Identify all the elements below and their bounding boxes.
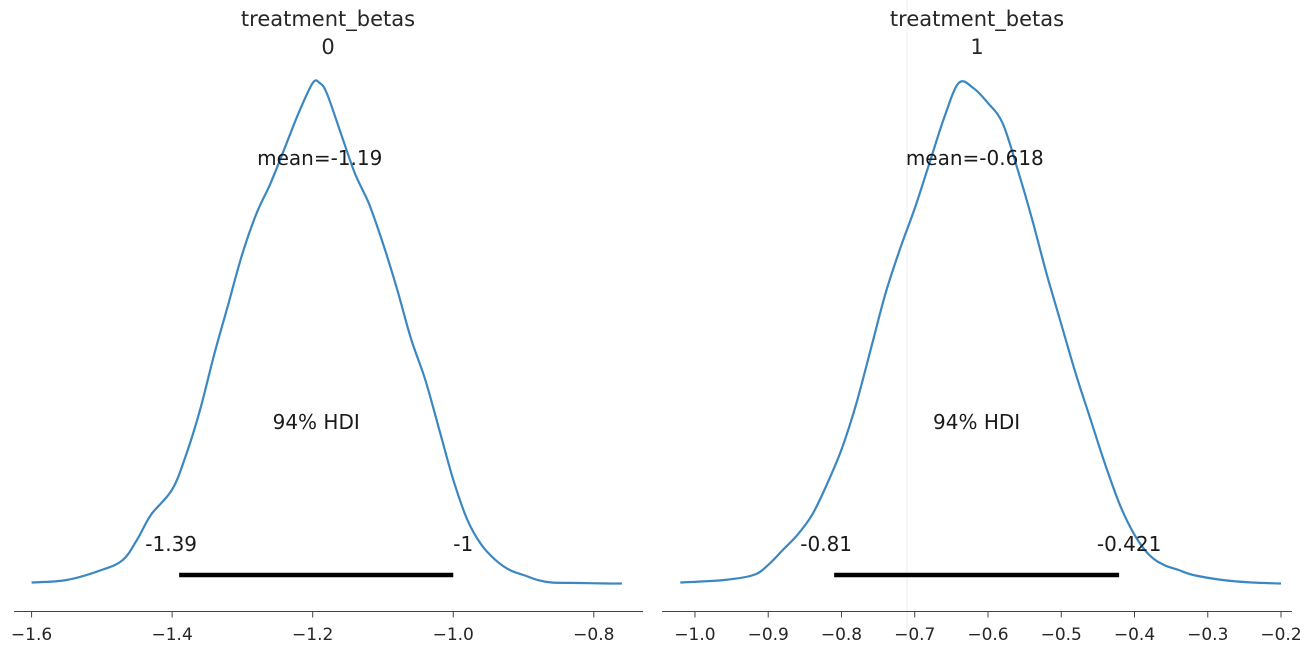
panel-0-hdi-low-label: -1.39 [145,532,197,556]
panel-treatment-betas-1: treatment_betas 1 mean=-0.618 94% HDI -0… [662,0,1302,645]
x-tick-label: −0.4 [1114,625,1155,645]
panel-0-density-curve [31,79,622,585]
panel-1-hdi-low-label: -0.81 [800,532,852,556]
x-tick-label: −0.3 [1187,625,1228,645]
x-tick-label: −0.2 [1260,625,1301,645]
x-tick-label: −1.2 [292,625,333,645]
x-tick-label: −0.5 [1041,625,1082,645]
panel-1-mean-label: mean=-0.618 [906,146,1044,170]
panel-1-title: treatment_betas [890,7,1064,32]
x-tick-label: −0.8 [821,625,862,645]
panel-treatment-betas-0: treatment_betas 0 mean=-1.19 94% HDI -1.… [11,7,643,645]
panel-1-density-curve [680,80,1282,585]
panel-0-title: treatment_betas [241,7,415,32]
x-tick-label: −1.0 [433,625,474,645]
x-tick-label: −0.6 [967,625,1008,645]
panel-0-subtitle: 0 [321,35,334,59]
panel-1-x-ticks: −1.0 −0.9 −0.8 −0.7 −0.6 −0.5 −0.4 −0.3 −0.2 [674,611,1302,645]
x-tick-label: −1.4 [151,625,192,645]
x-tick-label: −0.7 [894,625,935,645]
panel-0-hdi-high-label: -1 [453,532,473,556]
x-tick-label: −1.6 [11,625,52,645]
x-tick-label: −0.8 [573,625,614,645]
panel-1-subtitle: 1 [970,35,983,59]
panel-1-hdi-high-label: -0.421 [1097,532,1161,556]
x-tick-label: −1.0 [674,625,715,645]
panel-1-hdi-label: 94% HDI [933,410,1020,434]
panel-0-x-ticks: −1.6 −1.4 −1.2 −1.0 −0.8 [11,611,614,645]
panel-0-hdi-label: 94% HDI [273,410,360,434]
panel-0-mean-label: mean=-1.19 [257,146,382,170]
x-tick-label: −0.9 [748,625,789,645]
